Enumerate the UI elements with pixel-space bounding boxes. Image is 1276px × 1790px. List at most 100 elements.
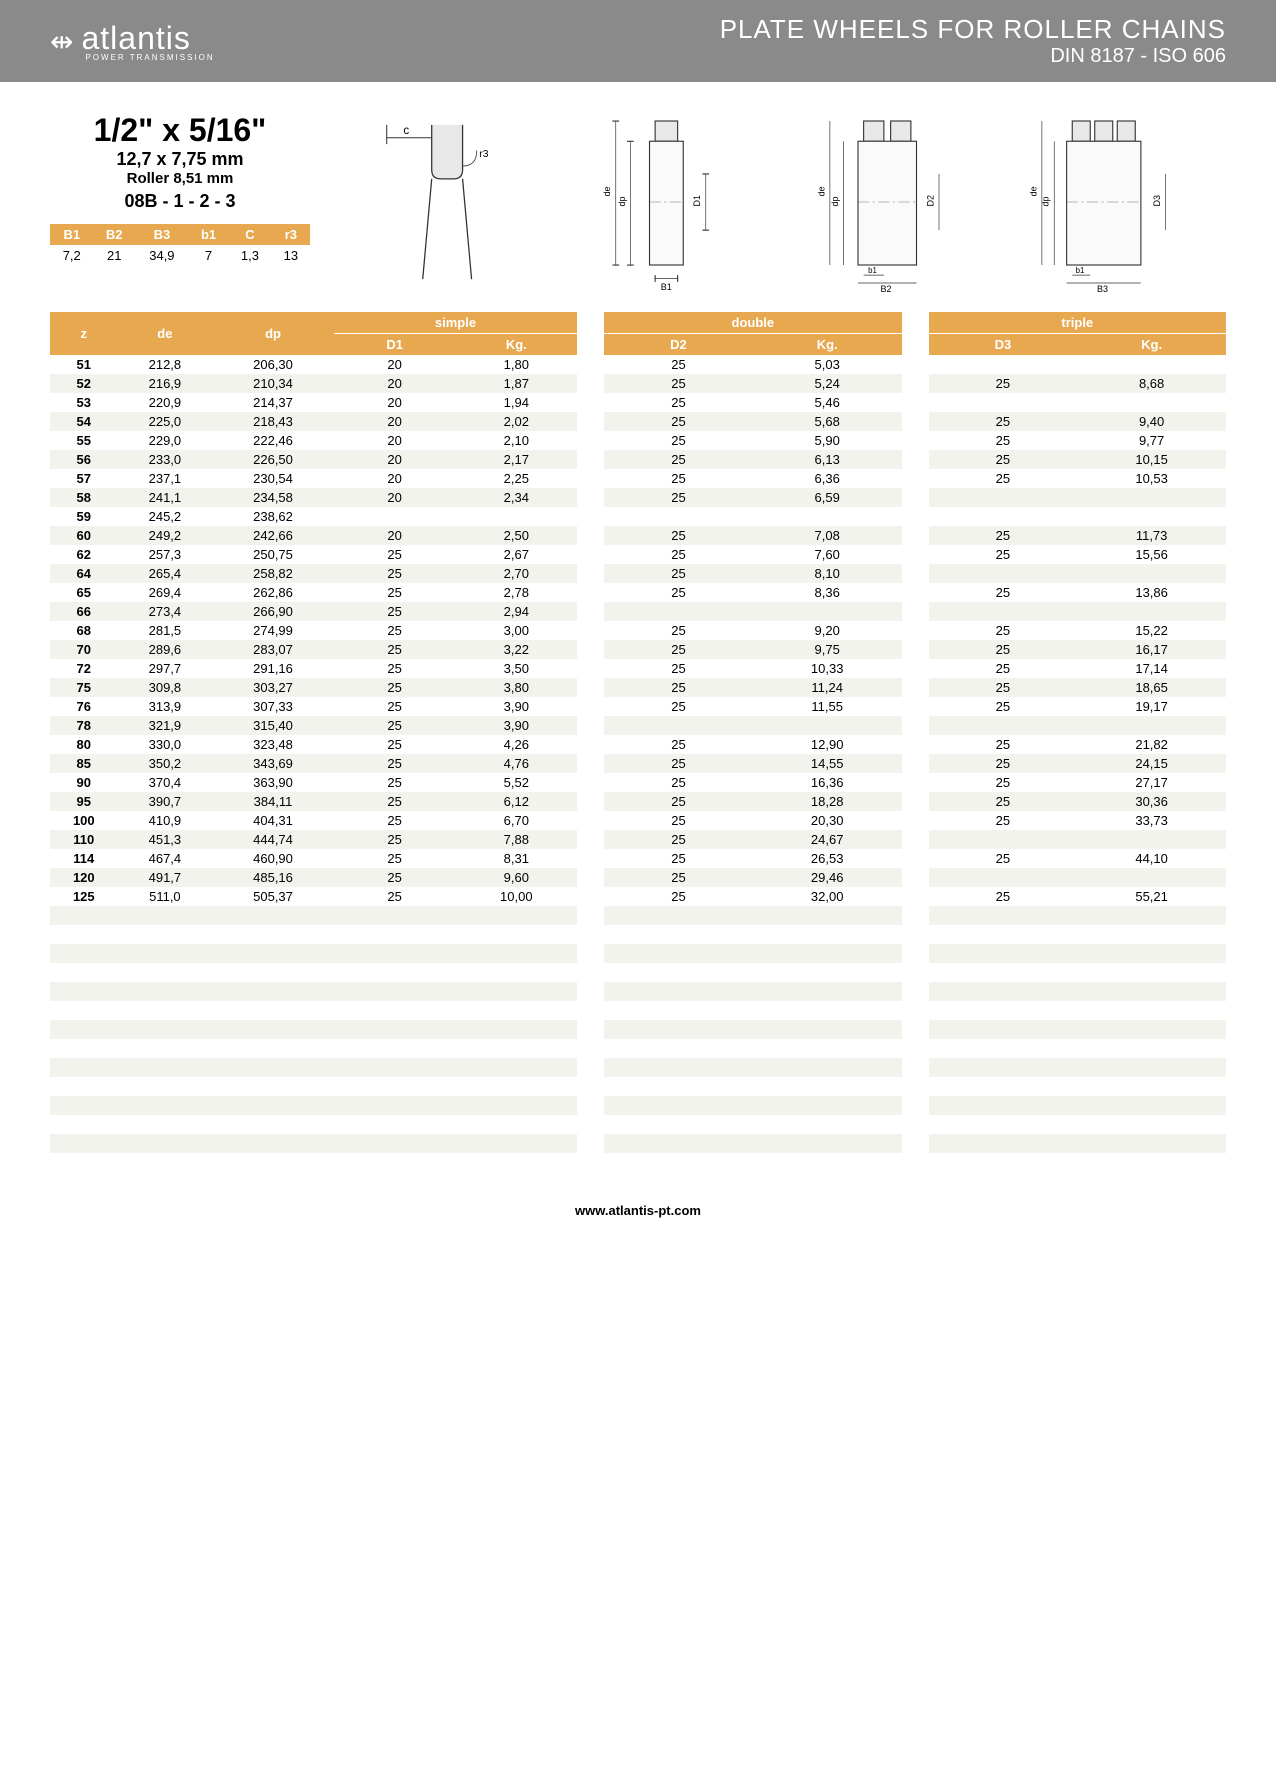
table-row-empty (50, 982, 1226, 1001)
table-cell (753, 1134, 902, 1153)
table-cell: 3,50 (455, 659, 577, 678)
dim-value: 7,2 (50, 245, 94, 266)
table-cell: 25 (604, 659, 753, 678)
table-cell (118, 1058, 213, 1077)
table-cell (1077, 507, 1226, 526)
table-cell: 25 (334, 849, 456, 868)
footer-url: www.atlantis-pt.com (0, 1173, 1276, 1248)
table-cell (455, 982, 577, 1001)
table-cell: 20 (334, 469, 456, 488)
table-cell (334, 944, 456, 963)
table-cell: 13,86 (1077, 583, 1226, 602)
table-cell (929, 1058, 1078, 1077)
table-cell: 125 (50, 887, 118, 906)
spec-code: 08B - 1 - 2 - 3 (50, 191, 310, 212)
table-cell (604, 925, 753, 944)
table-cell: 20 (334, 374, 456, 393)
table-cell (902, 355, 929, 374)
table-cell (753, 1096, 902, 1115)
label-b1-1: B1 (661, 282, 672, 292)
diagram-triple: de dp D3 b1 B3 (1025, 112, 1205, 292)
table-cell (1077, 830, 1226, 849)
table-cell: 297,7 (118, 659, 213, 678)
label-b1-3: b1 (1076, 266, 1085, 275)
table-cell (1077, 1039, 1226, 1058)
table-cell: 491,7 (118, 868, 213, 887)
table-cell: 25 (334, 754, 456, 773)
table-cell (334, 1096, 456, 1115)
table-cell (334, 1077, 456, 1096)
table-cell (1077, 963, 1226, 982)
label-c: c (403, 125, 409, 137)
table-cell: 11,24 (753, 678, 902, 697)
table-cell: 25 (334, 716, 456, 735)
table-cell: 444,74 (212, 830, 334, 849)
table-cell (1077, 1001, 1226, 1020)
table-cell: 363,90 (212, 773, 334, 792)
table-cell (577, 659, 604, 678)
diagram-double: de dp D2 b1 B2 (804, 112, 984, 292)
table-cell (753, 1039, 902, 1058)
label-de2: de (816, 186, 826, 196)
table-cell (334, 1134, 456, 1153)
table-row-empty (50, 963, 1226, 982)
table-row: 95390,7384,11256,122518,282530,36 (50, 792, 1226, 811)
table-cell: 5,24 (753, 374, 902, 393)
table-cell (902, 868, 929, 887)
table-cell: 25 (604, 773, 753, 792)
table-cell: 249,2 (118, 526, 213, 545)
table-cell: 25 (929, 773, 1078, 792)
table-cell: 85 (50, 754, 118, 773)
table-cell (902, 374, 929, 393)
table-cell (577, 773, 604, 792)
label-d1: D1 (692, 195, 702, 207)
table-cell (577, 1058, 604, 1077)
table-cell: 44,10 (1077, 849, 1226, 868)
table-cell (577, 906, 604, 925)
table-cell (334, 1020, 456, 1039)
table-cell: 273,4 (118, 602, 213, 621)
table-cell (577, 393, 604, 412)
table-cell: 289,6 (118, 640, 213, 659)
table-cell: 262,86 (212, 583, 334, 602)
table-cell (118, 1020, 213, 1039)
table-cell (902, 1077, 929, 1096)
table-cell: 2,50 (455, 526, 577, 545)
table-cell (577, 963, 604, 982)
table-cell (902, 1039, 929, 1058)
table-cell: 1,80 (455, 355, 577, 374)
table-row: 72297,7291,16253,502510,332517,14 (50, 659, 1226, 678)
table-cell: 25 (604, 412, 753, 431)
th-d1: D1 (334, 334, 456, 356)
table-row: 90370,4363,90255,522516,362527,17 (50, 773, 1226, 792)
table-cell: 2,67 (455, 545, 577, 564)
table-cell: 8,68 (1077, 374, 1226, 393)
table-cell (902, 507, 929, 526)
table-cell: 25 (929, 697, 1078, 716)
table-cell: 9,40 (1077, 412, 1226, 431)
table-cell (577, 564, 604, 583)
table-cell (50, 1001, 118, 1020)
table-cell: 25 (334, 811, 456, 830)
table-cell: 2,17 (455, 450, 577, 469)
table-cell: 64 (50, 564, 118, 583)
dim-header: C (228, 224, 272, 245)
table-cell: 90 (50, 773, 118, 792)
table-row: 68281,5274,99253,00259,202515,22 (50, 621, 1226, 640)
table-cell: 266,90 (212, 602, 334, 621)
table-cell: 70 (50, 640, 118, 659)
table-cell: 25 (604, 621, 753, 640)
table-cell: 25 (929, 887, 1078, 906)
table-row-empty (50, 1077, 1226, 1096)
table-cell: 25 (604, 450, 753, 469)
table-cell: 17,14 (1077, 659, 1226, 678)
table-cell: 25 (334, 602, 456, 621)
table-cell (902, 412, 929, 431)
table-cell (455, 963, 577, 982)
table-cell (604, 1115, 753, 1134)
table-cell: 25 (334, 659, 456, 678)
table-row: 80330,0323,48254,262512,902521,82 (50, 735, 1226, 754)
table-cell: 350,2 (118, 754, 213, 773)
table-cell: 68 (50, 621, 118, 640)
table-cell (577, 374, 604, 393)
